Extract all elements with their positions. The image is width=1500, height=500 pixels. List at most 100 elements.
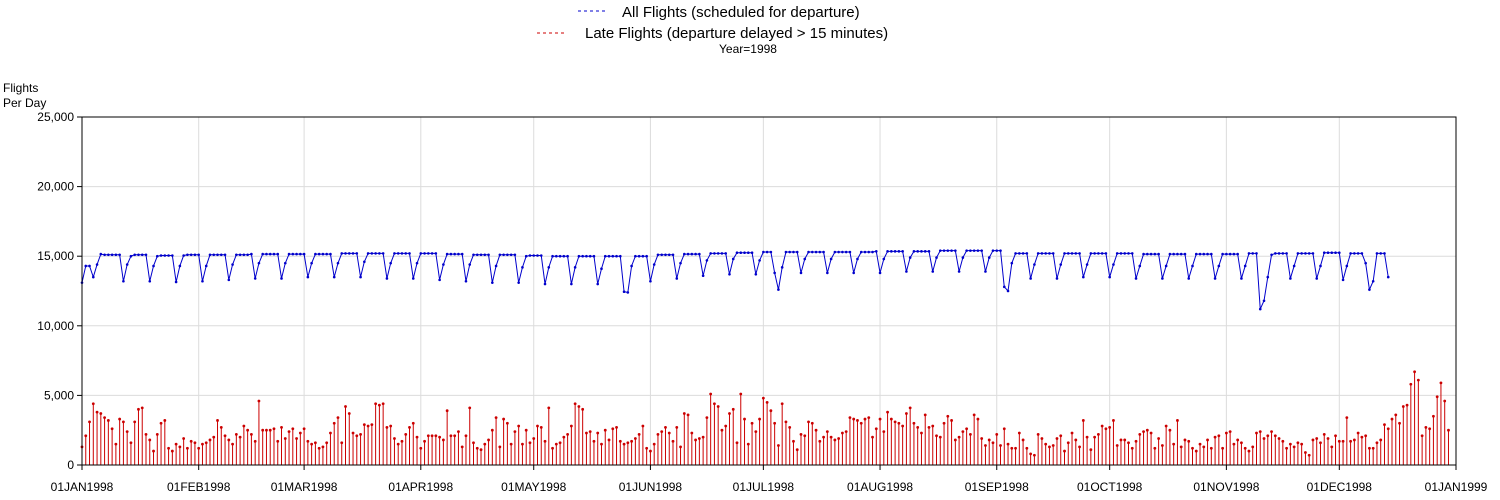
late-flights-point	[562, 435, 566, 439]
late-flights-point	[517, 424, 521, 428]
all-flights-point	[822, 250, 825, 254]
all-flights-point	[611, 254, 615, 258]
all-flights-point	[980, 249, 983, 252]
late-flights-point	[1213, 435, 1217, 439]
late-flights-point	[430, 434, 434, 438]
all-flights-point	[848, 250, 852, 254]
late-flights-point	[393, 437, 396, 440]
all-flights-point	[754, 272, 758, 276]
late-flights-point	[103, 416, 106, 420]
y-tick-label: 10,000	[37, 319, 74, 333]
all-flights-point	[1322, 251, 1326, 255]
late-flights-point	[1360, 435, 1364, 439]
late-flights-point	[1262, 437, 1266, 440]
late-flights-point	[671, 439, 675, 443]
late-flights-point	[558, 441, 562, 445]
late-flights-point	[415, 435, 419, 439]
all-flights-point	[1262, 299, 1266, 303]
late-flights-point	[1349, 439, 1352, 443]
late-flights-point	[1300, 442, 1304, 446]
all-flights-point	[366, 252, 370, 255]
all-flights-point	[1010, 261, 1014, 265]
late-flights-point	[1228, 430, 1232, 433]
all-flights-point	[336, 261, 340, 265]
all-flights-point	[890, 250, 893, 253]
late-flights-point	[1209, 446, 1213, 450]
all-flights-point	[408, 252, 411, 255]
all-flights-point	[920, 250, 923, 253]
all-flights-point	[464, 279, 468, 283]
late-flights-point	[1364, 434, 1368, 438]
all-flights-point	[310, 261, 313, 265]
late-flights-point	[242, 424, 246, 428]
all-flights-point	[570, 282, 573, 286]
all-flights-point	[720, 252, 724, 255]
x-tick-label: 01OCT1998	[1077, 480, 1143, 494]
late-flights-point	[1179, 445, 1183, 449]
all-flights-point	[916, 250, 919, 253]
late-flights-point	[1130, 446, 1134, 450]
all-flights-point	[378, 252, 381, 255]
all-flights-point	[1108, 275, 1111, 279]
all-flights-point	[479, 253, 483, 257]
all-flights-point	[1187, 277, 1191, 280]
late-flights-point	[1416, 378, 1420, 382]
late-flights-point	[1202, 445, 1206, 449]
all-flights-point	[765, 250, 769, 254]
all-flights-point	[498, 253, 502, 257]
late-flights-point	[1394, 413, 1398, 417]
all-flights-point	[438, 278, 441, 282]
late-flights-point	[1040, 437, 1044, 440]
late-flights-point	[449, 434, 453, 438]
all-flights-point	[524, 254, 528, 258]
late-flights-point	[991, 441, 995, 445]
late-flights-point	[201, 442, 204, 446]
legend-label-late-flights: Late Flights (departure delayed > 15 min…	[585, 25, 888, 42]
all-flights-point	[690, 252, 694, 256]
late-flights-point	[1198, 442, 1202, 446]
all-flights-point	[1078, 252, 1081, 255]
late-flights-point	[923, 413, 927, 417]
all-flights-point	[1334, 251, 1337, 255]
all-flights-point	[671, 253, 675, 257]
late-flights-point	[1240, 441, 1243, 445]
all-flights-point	[555, 254, 558, 258]
late-flights-point	[626, 441, 630, 445]
all-flights-point	[1164, 264, 1168, 268]
late-flights-point	[1100, 424, 1104, 428]
late-flights-point	[916, 426, 920, 429]
all-flights-point	[235, 253, 238, 257]
late-flights-point	[144, 432, 148, 436]
late-flights-point	[1398, 421, 1401, 425]
legend: All Flights (scheduled for departure) La…	[537, 4, 888, 42]
late-flights-point	[1104, 427, 1108, 431]
all-flights-point	[777, 288, 780, 291]
late-flights-point	[208, 438, 212, 442]
all-flights-point	[577, 254, 581, 258]
all-flights-point	[792, 250, 795, 254]
late-flights-point	[1217, 434, 1221, 438]
late-flights-point	[1070, 431, 1074, 435]
late-flights-point	[1285, 446, 1289, 450]
all-flights-point	[1194, 252, 1198, 256]
all-flights-point	[626, 291, 630, 294]
all-flights-point	[984, 270, 987, 273]
late-flights-point	[1251, 445, 1255, 449]
all-flights-point	[709, 252, 712, 255]
late-flights-point	[859, 421, 863, 425]
late-flights-point	[174, 442, 178, 446]
late-flights-point	[340, 441, 344, 445]
all-flights-point	[957, 270, 961, 273]
late-flights-point	[844, 430, 848, 433]
late-flights-point	[807, 420, 810, 424]
late-flights-point	[912, 421, 916, 425]
late-flights-point	[370, 423, 374, 427]
late-flights-point	[423, 439, 426, 443]
all-flights-point	[1183, 252, 1187, 256]
late-flights-point	[163, 419, 167, 422]
x-tick-label: 01JAN1998	[51, 480, 114, 494]
late-flights-point	[306, 439, 310, 443]
all-flights-point	[449, 252, 453, 256]
late-flights-point	[780, 402, 784, 406]
all-flights-point	[901, 250, 904, 253]
